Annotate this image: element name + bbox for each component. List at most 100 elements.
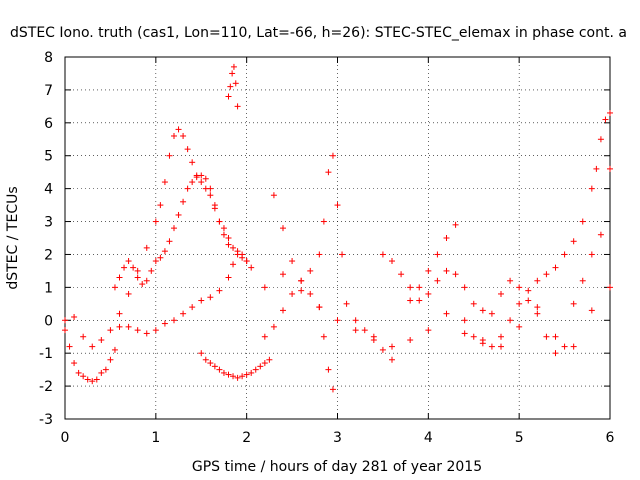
data-point	[602, 116, 609, 123]
data-point	[280, 225, 286, 232]
data-point	[425, 290, 432, 297]
data-point	[298, 277, 305, 284]
data-point	[243, 371, 250, 378]
data-point	[184, 185, 191, 192]
data-point	[534, 277, 541, 284]
data-point	[232, 80, 239, 87]
data-point	[157, 202, 164, 209]
data-point	[234, 374, 241, 381]
data-point	[607, 165, 613, 172]
data-point	[84, 376, 91, 383]
data-point	[166, 152, 173, 159]
data-point	[416, 297, 423, 304]
data-point	[488, 310, 495, 317]
x-axis-label: GPS time / hours of day 281 of year 2015	[192, 459, 482, 475]
data-point	[561, 251, 568, 258]
data-point	[193, 174, 200, 181]
data-point	[125, 323, 132, 330]
data-point	[443, 235, 450, 241]
data-point	[261, 333, 268, 340]
data-point	[62, 317, 68, 324]
data-point	[379, 346, 386, 353]
data-point	[329, 152, 336, 159]
data-point	[507, 317, 514, 324]
data-point	[102, 366, 109, 373]
data-point	[198, 172, 205, 179]
y-tick-label: 6	[44, 116, 53, 132]
data-point	[307, 290, 314, 297]
data-point	[579, 218, 586, 225]
data-point	[93, 376, 100, 383]
data-point	[225, 241, 232, 248]
data-point	[534, 310, 541, 317]
data-point	[379, 251, 386, 258]
data-point	[452, 271, 459, 278]
data-point	[125, 290, 132, 297]
data-point	[207, 192, 214, 199]
data-point	[261, 360, 268, 367]
data-point	[180, 132, 187, 139]
data-point	[543, 333, 550, 340]
y-tick-label: 7	[44, 83, 53, 99]
data-point	[125, 258, 132, 265]
data-point	[216, 366, 223, 373]
data-point	[75, 369, 82, 376]
data-point	[498, 290, 504, 297]
data-point	[130, 264, 137, 271]
data-point	[198, 179, 205, 186]
data-point	[189, 159, 196, 166]
data-point	[166, 238, 173, 245]
data-point	[597, 231, 604, 238]
data-point	[225, 93, 232, 100]
x-tick-label: 3	[333, 430, 342, 446]
data-point	[71, 313, 78, 320]
data-point	[216, 287, 223, 294]
data-point	[280, 271, 286, 278]
data-point	[607, 284, 613, 291]
y-tick-label: -3	[39, 412, 53, 428]
data-point	[425, 267, 432, 274]
data-point	[121, 264, 128, 271]
data-point	[570, 238, 577, 245]
data-point	[307, 267, 314, 274]
data-point	[98, 369, 105, 376]
data-point	[593, 165, 600, 172]
data-point	[361, 327, 368, 334]
data-point	[534, 304, 541, 311]
y-tick-label: 0	[44, 313, 53, 329]
data-point	[161, 179, 168, 186]
data-point	[220, 225, 227, 232]
data-point	[289, 258, 296, 265]
data-point	[479, 340, 486, 347]
data-point	[111, 346, 118, 353]
axis-ticks: 0 1 2 3 4 5 6 -3 -2 -1 0 1 2 3 4 5 6 7 8	[39, 50, 615, 446]
data-point	[607, 109, 613, 116]
data-point	[552, 333, 559, 340]
data-point	[543, 271, 550, 278]
data-point	[152, 327, 159, 334]
data-point	[488, 343, 495, 350]
x-tick-label: 2	[242, 430, 251, 446]
data-point	[98, 337, 105, 344]
data-point	[207, 360, 214, 367]
data-point	[248, 369, 255, 376]
y-tick-label: -2	[39, 379, 53, 395]
data-point	[80, 373, 87, 380]
data-point	[325, 366, 332, 373]
data-point	[180, 198, 187, 205]
data-point	[289, 290, 296, 297]
data-point	[243, 258, 250, 265]
data-point	[189, 179, 196, 186]
data-point	[216, 218, 223, 225]
x-tick-label: 1	[151, 430, 160, 446]
data-point	[111, 284, 118, 291]
y-tick-label: 2	[44, 247, 53, 263]
data-point	[570, 300, 577, 307]
data-point	[479, 307, 486, 314]
x-tick-label: 0	[61, 430, 70, 446]
data-point	[227, 83, 234, 90]
data-point	[62, 327, 68, 334]
data-point	[407, 284, 414, 291]
data-point	[561, 343, 568, 350]
